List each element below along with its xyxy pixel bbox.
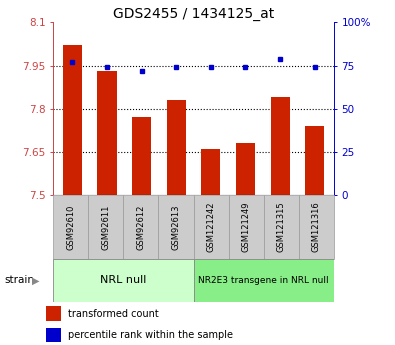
Bar: [194, 259, 334, 302]
Text: GSM92612: GSM92612: [136, 204, 145, 249]
Bar: [271, 97, 290, 195]
Text: GSM121249: GSM121249: [242, 201, 251, 252]
Text: NR2E3 transgene in NRL null: NR2E3 transgene in NRL null: [198, 276, 329, 285]
Bar: [53, 259, 194, 302]
Title: GDS2455 / 1434125_at: GDS2455 / 1434125_at: [113, 7, 274, 21]
Bar: [305, 126, 324, 195]
Text: GSM92611: GSM92611: [102, 204, 111, 249]
Bar: [98, 71, 117, 195]
Text: GSM92610: GSM92610: [66, 204, 75, 249]
Bar: [158, 195, 194, 259]
Bar: [201, 149, 220, 195]
Bar: [194, 195, 229, 259]
Text: NRL null: NRL null: [100, 275, 147, 285]
Text: transformed count: transformed count: [68, 308, 159, 318]
Text: strain: strain: [4, 275, 34, 285]
Text: GSM92613: GSM92613: [171, 204, 181, 249]
Bar: [167, 100, 186, 195]
Text: GSM121315: GSM121315: [276, 201, 286, 252]
Bar: [132, 117, 151, 195]
Text: GSM121242: GSM121242: [207, 201, 216, 252]
Bar: [299, 195, 334, 259]
Bar: [123, 195, 158, 259]
Bar: [47, 306, 61, 321]
Text: ▶: ▶: [32, 275, 40, 285]
Text: percentile rank within the sample: percentile rank within the sample: [68, 330, 233, 340]
Bar: [47, 328, 61, 342]
Bar: [263, 195, 299, 259]
Bar: [236, 143, 255, 195]
Bar: [88, 195, 123, 259]
Bar: [63, 46, 82, 195]
Bar: [53, 195, 88, 259]
Bar: [229, 195, 263, 259]
Text: GSM121316: GSM121316: [312, 201, 321, 252]
